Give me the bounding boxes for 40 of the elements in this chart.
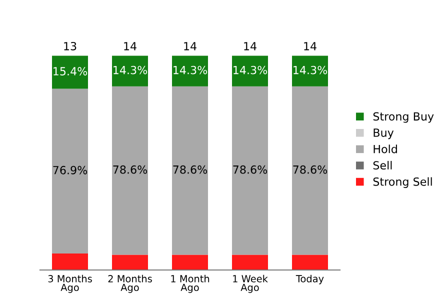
x-tick-label: 1 Month Ago [171, 274, 210, 293]
data-label: 78.6% [293, 165, 328, 174]
annotation: 14 [184, 42, 196, 50]
bar [112, 56, 148, 86]
x-tick-label: 3 Months Ago [48, 274, 92, 293]
bar [172, 86, 208, 255]
legend-label: Strong Buy [373, 112, 434, 123]
data-label: 14.3% [174, 66, 208, 74]
data-label: 78.6% [173, 165, 208, 174]
data-label: 78.6% [233, 165, 268, 174]
bar [232, 86, 268, 255]
bar [52, 254, 88, 270]
bar [112, 86, 148, 255]
data-label: 78.6% [113, 165, 148, 174]
annotation: 14 [244, 42, 256, 50]
legend-label: Hold [374, 144, 397, 154]
x-tick-label: 2 Months Ago [108, 274, 152, 293]
bar [232, 56, 268, 86]
bar [292, 56, 328, 86]
legend-label: Strong Sell [373, 177, 432, 188]
data-label: 76.9% [53, 166, 88, 174]
bar [172, 254, 208, 270]
annotation: 14 [124, 42, 136, 50]
annotation: 14 [304, 42, 316, 50]
data-label: 14.3% [234, 66, 268, 74]
x-tick-label: 1 Week Ago [233, 274, 268, 293]
bar [292, 86, 328, 255]
data-label: 14.3% [294, 66, 328, 74]
x-tick-label: Today [296, 274, 324, 284]
legend-label: Sell [373, 160, 392, 170]
data-label: 14.3% [114, 66, 148, 74]
data-label: 15.4% [54, 67, 88, 76]
legend-label: Buy [374, 128, 394, 140]
bar [52, 88, 88, 254]
annotation: 13 [64, 42, 76, 50]
bar [292, 254, 328, 270]
bar [232, 254, 268, 270]
bar [172, 56, 208, 86]
bar [112, 254, 148, 270]
bar [52, 56, 88, 89]
